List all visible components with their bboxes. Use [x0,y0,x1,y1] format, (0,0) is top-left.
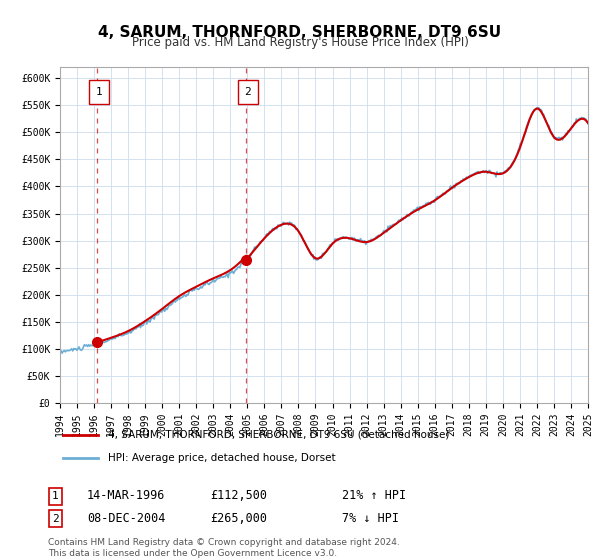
Text: £112,500: £112,500 [210,489,267,502]
Text: 21% ↑ HPI: 21% ↑ HPI [342,489,406,502]
Text: 2: 2 [244,87,251,96]
Text: Price paid vs. HM Land Registry's House Price Index (HPI): Price paid vs. HM Land Registry's House … [131,36,469,49]
Text: 2: 2 [52,514,59,524]
FancyBboxPatch shape [89,80,109,104]
FancyBboxPatch shape [49,488,62,505]
Text: HPI: Average price, detached house, Dorset: HPI: Average price, detached house, Dors… [109,453,336,463]
Text: Contains HM Land Registry data © Crown copyright and database right 2024.: Contains HM Land Registry data © Crown c… [48,538,400,547]
Text: 08-DEC-2004: 08-DEC-2004 [87,511,166,525]
Text: This data is licensed under the Open Government Licence v3.0.: This data is licensed under the Open Gov… [48,549,337,558]
Text: £265,000: £265,000 [210,511,267,525]
Text: 4, SARUM, THORNFORD, SHERBORNE, DT9 6SU: 4, SARUM, THORNFORD, SHERBORNE, DT9 6SU [98,25,502,40]
Text: 1: 1 [96,87,103,96]
FancyBboxPatch shape [238,80,258,104]
Text: 1: 1 [52,491,59,501]
Text: 7% ↓ HPI: 7% ↓ HPI [342,511,399,525]
FancyBboxPatch shape [49,510,62,527]
Text: 14-MAR-1996: 14-MAR-1996 [87,489,166,502]
Text: 4, SARUM, THORNFORD, SHERBORNE, DT9 6SU (detached house): 4, SARUM, THORNFORD, SHERBORNE, DT9 6SU … [109,430,450,440]
